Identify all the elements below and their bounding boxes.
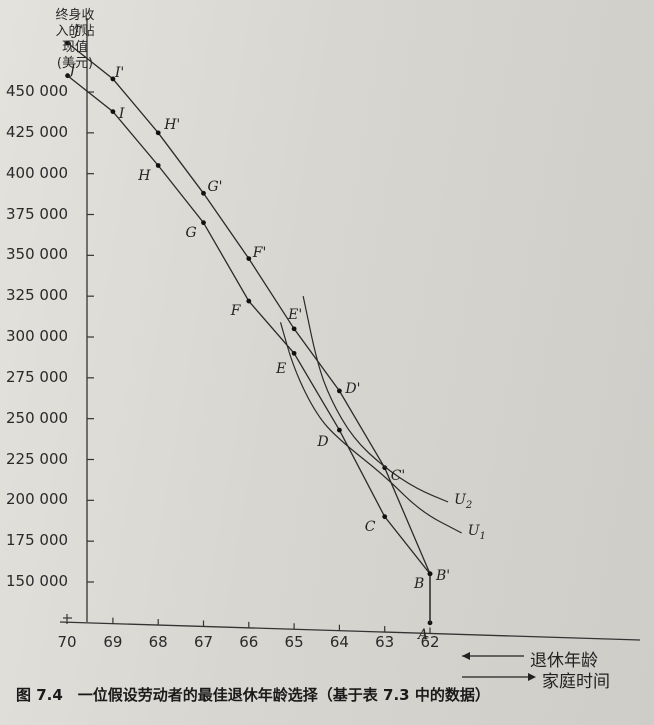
- point-label: F: [230, 303, 241, 320]
- point-label: G: [185, 224, 197, 241]
- budget-point: [291, 326, 297, 332]
- budget-point: [65, 73, 70, 79]
- y-axis-title-line: 终身收: [55, 8, 95, 23]
- budget-point: [201, 220, 206, 226]
- budget-point: [337, 427, 342, 433]
- budget-point: [427, 571, 433, 577]
- y-tick-label: 325 000: [6, 286, 69, 305]
- budget-point: [291, 350, 297, 356]
- budget-point: [110, 76, 116, 82]
- budget-point: [246, 298, 252, 304]
- y-tick-label: 375 000: [6, 204, 69, 223]
- figure-caption: 图 7.4 一位假设劳动者的最佳退休年龄选择（基于表 7.3 中的数据）: [16, 686, 490, 704]
- point-label: H': [164, 116, 181, 133]
- point-label: D': [345, 380, 361, 397]
- point-label: E: [276, 361, 287, 378]
- point-label: C': [390, 467, 406, 484]
- y-tick-label: 400 000: [6, 163, 69, 182]
- point-label: F': [252, 244, 267, 261]
- x-tick-label: 66: [239, 633, 259, 651]
- x-axis-line: [59, 621, 641, 641]
- y-tick-label: 200 000: [6, 490, 69, 509]
- budget-line: [67, 42, 431, 623]
- x-axis-label-retirement-age: 退休年龄: [530, 651, 598, 671]
- point-label: J': [73, 23, 84, 39]
- y-tick-label: 300 000: [6, 327, 69, 345]
- budget-point: [155, 130, 161, 136]
- point-label: D: [317, 434, 329, 451]
- point-label: C: [364, 518, 376, 535]
- x-tick-label: 67: [193, 633, 214, 651]
- y-axis-title-line: 入的贴: [55, 24, 95, 39]
- point-label: B: [414, 575, 425, 592]
- point-label: A: [418, 626, 429, 643]
- point-label: B': [436, 567, 451, 584]
- point-label: J: [69, 61, 76, 78]
- x-tick-label: 63: [375, 633, 395, 651]
- x-tick-label: 69: [103, 633, 123, 651]
- budget-point: [337, 388, 342, 394]
- curve-label: U1: [467, 523, 486, 542]
- y-tick-label: 175 000: [6, 531, 69, 550]
- arrowhead-right: [528, 673, 536, 681]
- budget-point: [427, 620, 433, 626]
- y-tick-label: 350 000: [6, 245, 69, 264]
- point-label: E': [288, 306, 303, 323]
- budget-point: [246, 256, 252, 262]
- y-axis-title-line: 现值: [61, 40, 88, 55]
- y-tick-label: 250 000: [6, 408, 69, 427]
- x-tick-label: 62: [420, 633, 440, 651]
- x-tick-label: 68: [148, 633, 168, 651]
- x-tick-label: 70: [57, 633, 77, 651]
- x-axis-label-family-time: 家庭时间: [542, 672, 610, 692]
- indifference-curve: [279, 321, 462, 534]
- y-tick-label: 225 000: [6, 449, 69, 468]
- y-axis-title-line: (美元): [56, 56, 94, 71]
- point-label: G': [207, 179, 223, 196]
- y-tick-label: 150 000: [6, 572, 69, 590]
- point-label: H: [138, 167, 151, 184]
- budget-point: [382, 514, 388, 520]
- y-tick-label: 425 000: [6, 122, 69, 141]
- indifference-curve: [302, 295, 449, 503]
- budget-line: [67, 75, 431, 623]
- curve-label: U2: [454, 491, 473, 511]
- y-axis-title: 终身收 入的贴 现值 (美元): [40, 8, 110, 72]
- point-label: I': [114, 64, 125, 81]
- budget-point: [201, 190, 206, 196]
- x-tick-label: 64: [329, 633, 349, 651]
- point-label: I: [118, 105, 125, 122]
- budget-point: [110, 109, 116, 115]
- x-tick-label: 65: [284, 633, 304, 651]
- budget-point: [65, 40, 70, 46]
- y-tick-label: 450 000: [6, 82, 69, 100]
- arrowhead-left: [462, 652, 470, 660]
- y-tick-label: 275 000: [6, 367, 69, 386]
- budget-point: [155, 163, 161, 168]
